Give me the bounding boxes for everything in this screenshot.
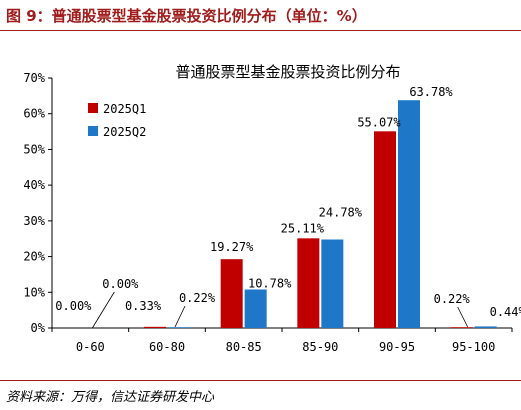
legend-label-2025Q1: 2025Q1 bbox=[103, 102, 146, 116]
legend-label-2025Q2: 2025Q2 bbox=[103, 125, 146, 139]
data-label-2025Q2-85-90: 24.78% bbox=[319, 206, 363, 220]
x-tick-label: 90-95 bbox=[379, 340, 415, 354]
data-label-2025Q1-80-85: 19.27% bbox=[210, 240, 254, 254]
data-label-2025Q2-80-85: 10.78% bbox=[248, 277, 292, 291]
y-tick-label: 0% bbox=[31, 321, 46, 335]
bar-2025Q1-95-100 bbox=[450, 327, 473, 328]
bar-2025Q2-60-80 bbox=[168, 327, 190, 328]
data-label-2025Q1-60-80: 0.33% bbox=[125, 299, 162, 313]
leader-line bbox=[91, 291, 115, 329]
y-tick-label: 30% bbox=[23, 214, 45, 228]
legend: 2025Q1 2025Q2 bbox=[88, 102, 146, 139]
bar-2025Q2-80-85 bbox=[244, 289, 267, 328]
data-label-2025Q2-95-100: 0.44% bbox=[490, 305, 521, 319]
bars bbox=[144, 100, 497, 328]
x-tick-label: 0-60 bbox=[76, 340, 105, 354]
x-tick-label: 60-80 bbox=[149, 340, 185, 354]
figure-title: 图 9：普通股票型基金股票投资比例分布（单位：%） bbox=[6, 7, 367, 25]
bar-2025Q2-95-100 bbox=[474, 326, 497, 328]
data-label-2025Q2-0-60: 0.00% bbox=[102, 277, 139, 291]
bar-2025Q1-60-80 bbox=[144, 326, 166, 328]
data-label-2025Q1-85-90: 25.11% bbox=[281, 221, 325, 235]
axes: 0% 10% 20% 30% 40% 50% 60% 70% 0-60 60-80 80-85 85-… bbox=[23, 71, 513, 354]
y-tick-label: 10% bbox=[23, 285, 45, 299]
data-label-2025Q2-60-80: 0.22% bbox=[179, 291, 216, 305]
data-label-2025Q1-0-60: 0.00% bbox=[55, 299, 92, 313]
x-tick-label: 95-100 bbox=[452, 340, 495, 354]
data-label-2025Q1-95-100: 0.22% bbox=[434, 292, 471, 306]
bottom-rule bbox=[0, 380, 521, 381]
data-label-2025Q2-90-95: 63.78% bbox=[409, 85, 453, 99]
bar-2025Q1-85-90 bbox=[297, 238, 320, 328]
bar-2025Q1-90-95 bbox=[374, 131, 396, 328]
x-tick-label: 85-90 bbox=[302, 340, 338, 354]
leader-line bbox=[457, 306, 469, 328]
leader-line bbox=[174, 305, 186, 328]
y-tick-label: 40% bbox=[23, 178, 45, 192]
data-labels: 0.00% 0.33% 19.27% 25.11% 55.07% 0.22% 0.00% 0.… bbox=[55, 85, 521, 329]
y-tick-label: 50% bbox=[23, 142, 45, 156]
bar-2025Q2-90-95 bbox=[398, 100, 420, 328]
legend-swatch-2025Q2 bbox=[88, 126, 98, 136]
bar-2025Q1-80-85 bbox=[220, 259, 243, 328]
y-tick-label: 20% bbox=[23, 250, 45, 264]
legend-swatch-2025Q1 bbox=[88, 103, 98, 113]
y-tick-label: 60% bbox=[23, 107, 45, 121]
bar-chart: 普通股票型基金股票投资比例分布 0%10%20%30%40%50%60%70%0… bbox=[23, 63, 521, 354]
y-tick-label: 70% bbox=[23, 71, 45, 85]
data-label-2025Q1-90-95: 55.07% bbox=[357, 115, 401, 129]
chart-title: 普通股票型基金股票投资比例分布 bbox=[175, 63, 400, 81]
source-note: 资料来源：万得，信达证券研发中心 bbox=[6, 390, 215, 405]
x-tick-label: 80-85 bbox=[226, 340, 262, 354]
top-rule bbox=[0, 30, 521, 31]
bar-2025Q2-85-90 bbox=[321, 239, 344, 328]
